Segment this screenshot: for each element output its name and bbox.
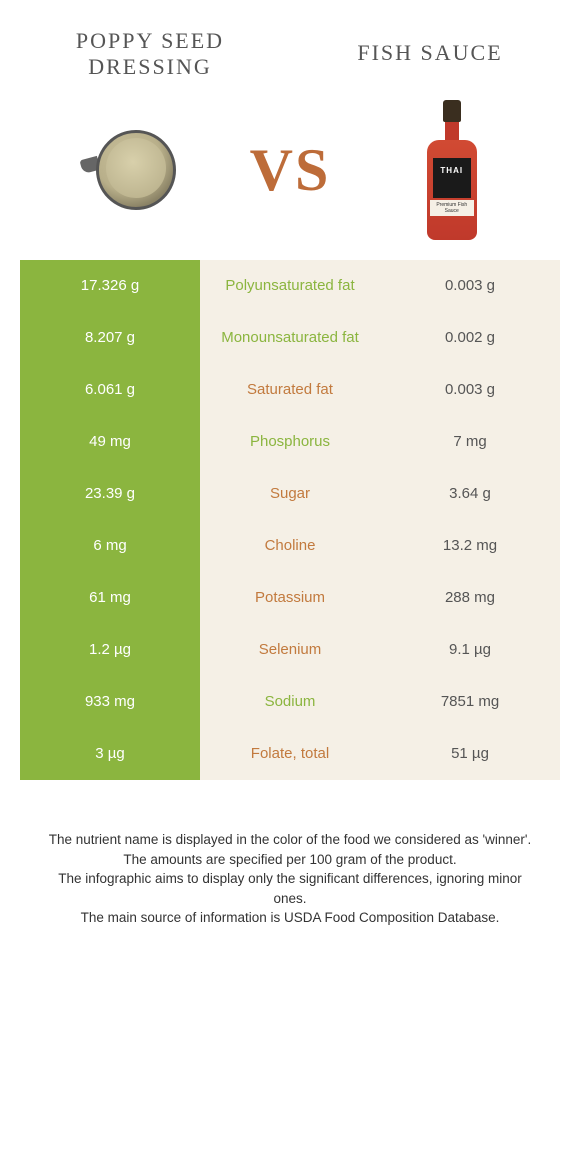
right-value: 0.003 g — [380, 364, 560, 416]
left-value: 6 mg — [20, 520, 200, 572]
table-row: 3 µgFolate, total51 µg — [20, 728, 560, 780]
left-value: 23.39 g — [20, 468, 200, 520]
right-value: 7851 mg — [380, 676, 560, 728]
left-value: 6.061 g — [20, 364, 200, 416]
table-row: 1.2 µgSelenium9.1 µg — [20, 624, 560, 676]
table-row: 49 mgPhosphorus7 mg — [20, 416, 560, 468]
right-value: 3.64 g — [380, 468, 560, 520]
table-row: 8.207 gMonounsaturated fat0.002 g — [20, 312, 560, 364]
right-title: FISH SAUCE — [357, 40, 502, 65]
right-value: 51 µg — [380, 728, 560, 780]
right-value: 13.2 mg — [380, 520, 560, 572]
header: POPPY SEED DRESSING FISH SAUCE — [0, 0, 580, 90]
table-row: 17.326 gPolyunsaturated fat0.003 g — [20, 260, 560, 312]
footer-line: The infographic aims to display only the… — [40, 869, 540, 908]
bottle-brand: THAI — [433, 158, 471, 198]
comparison-table: 17.326 gPolyunsaturated fat0.003 g8.207 … — [20, 260, 560, 780]
left-value: 61 mg — [20, 572, 200, 624]
left-title-line1: POPPY SEED — [76, 28, 224, 53]
nutrient-name: Selenium — [200, 624, 380, 676]
bottle-icon: THAI Premium Fish Sauce — [427, 100, 477, 240]
left-title-line2: DRESSING — [88, 54, 212, 79]
nutrient-name: Folate, total — [200, 728, 380, 780]
table-row: 933 mgSodium7851 mg — [20, 676, 560, 728]
nutrient-name: Monounsaturated fat — [200, 312, 380, 364]
nutrient-name: Saturated fat — [200, 364, 380, 416]
footer-line: The nutrient name is displayed in the co… — [40, 830, 540, 850]
vs-label: VS — [250, 136, 331, 205]
right-value: 7 mg — [380, 416, 560, 468]
nutrient-name: Sugar — [200, 468, 380, 520]
right-value: 0.002 g — [380, 312, 560, 364]
nutrient-name: Sodium — [200, 676, 380, 728]
left-food-image — [53, 130, 203, 210]
right-food-image: THAI Premium Fish Sauce — [377, 100, 527, 240]
right-value: 0.003 g — [380, 260, 560, 312]
right-food-title: FISH SAUCE — [290, 28, 560, 80]
footer-notes: The nutrient name is displayed in the co… — [0, 780, 580, 948]
left-value: 933 mg — [20, 676, 200, 728]
nutrient-name: Potassium — [200, 572, 380, 624]
left-value: 49 mg — [20, 416, 200, 468]
table-row: 6 mgCholine13.2 mg — [20, 520, 560, 572]
nutrient-name: Choline — [200, 520, 380, 572]
bottle-sublabel: Premium Fish Sauce — [430, 200, 474, 216]
table-row: 23.39 gSugar3.64 g — [20, 468, 560, 520]
nutrient-name: Phosphorus — [200, 416, 380, 468]
bowl-icon — [81, 130, 176, 210]
right-value: 9.1 µg — [380, 624, 560, 676]
images-row: VS THAI Premium Fish Sauce — [0, 90, 580, 260]
table-row: 61 mgPotassium288 mg — [20, 572, 560, 624]
left-value: 3 µg — [20, 728, 200, 780]
left-value: 17.326 g — [20, 260, 200, 312]
left-value: 8.207 g — [20, 312, 200, 364]
nutrient-name: Polyunsaturated fat — [200, 260, 380, 312]
footer-line: The amounts are specified per 100 gram o… — [40, 850, 540, 870]
left-food-title: POPPY SEED DRESSING — [20, 28, 290, 80]
left-value: 1.2 µg — [20, 624, 200, 676]
table-row: 6.061 gSaturated fat0.003 g — [20, 364, 560, 416]
right-value: 288 mg — [380, 572, 560, 624]
footer-line: The main source of information is USDA F… — [40, 908, 540, 928]
